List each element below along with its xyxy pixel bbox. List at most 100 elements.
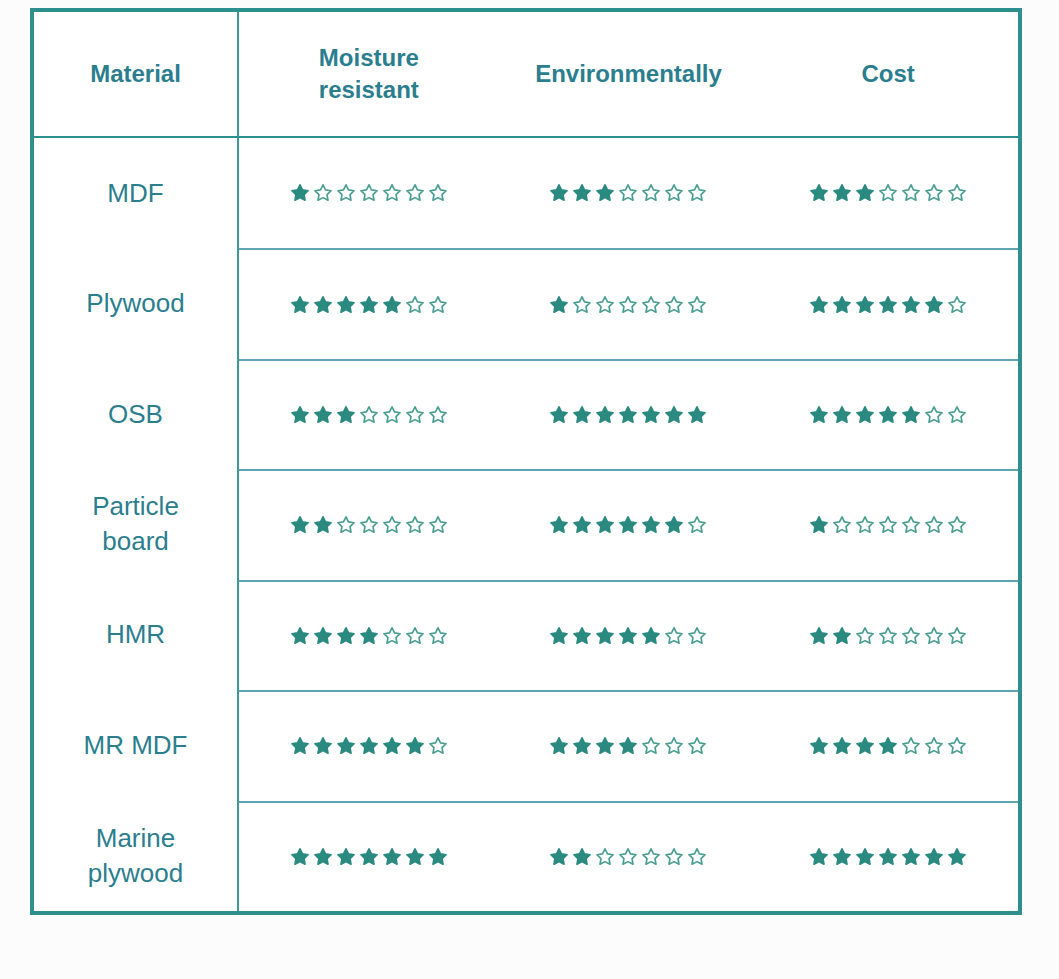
star-empty-icon <box>428 736 448 756</box>
star-filled-icon <box>336 295 356 315</box>
rating-cell <box>758 580 1018 690</box>
star-empty-icon <box>947 183 967 203</box>
star-empty-icon <box>428 515 448 535</box>
star-filled-icon <box>313 295 333 315</box>
star-empty-icon <box>405 626 425 646</box>
star-filled-icon <box>664 515 684 535</box>
star-filled-icon <box>572 183 592 203</box>
star-empty-icon <box>618 295 638 315</box>
star-empty-icon <box>924 183 944 203</box>
star-filled-icon <box>549 736 569 756</box>
star-empty-icon <box>947 405 967 425</box>
star-filled-icon <box>618 515 638 535</box>
star-empty-icon <box>428 183 448 203</box>
star-filled-icon <box>832 626 852 646</box>
star-empty-icon <box>947 515 967 535</box>
star-filled-icon <box>549 405 569 425</box>
material-label: Marine plywood <box>68 821 203 891</box>
material-cell: OSB <box>34 359 239 469</box>
column-header-moisture-resistant-label: Moisture resistant <box>289 42 449 107</box>
star-empty-icon <box>687 183 707 203</box>
star-filled-icon <box>947 847 967 867</box>
star-empty-icon <box>382 626 402 646</box>
star-filled-icon <box>855 405 875 425</box>
star-empty-icon <box>878 515 898 535</box>
star-empty-icon <box>687 847 707 867</box>
material-cell: MDF <box>34 138 239 248</box>
star-filled-icon <box>595 736 615 756</box>
star-filled-icon <box>924 295 944 315</box>
rating-cell <box>758 801 1018 911</box>
star-filled-icon <box>313 405 333 425</box>
star-filled-icon <box>290 736 310 756</box>
rating-cell <box>499 359 759 469</box>
material-label: MDF <box>107 176 163 211</box>
star-empty-icon <box>595 295 615 315</box>
material-label: Plywood <box>86 286 184 321</box>
star-rating <box>809 847 967 867</box>
star-rating <box>549 295 707 315</box>
star-empty-icon <box>359 515 379 535</box>
rating-cell <box>758 248 1018 358</box>
material-label: HMR <box>106 617 165 652</box>
star-rating <box>809 515 967 535</box>
star-empty-icon <box>855 515 875 535</box>
star-rating <box>549 847 707 867</box>
star-empty-icon <box>901 626 921 646</box>
star-empty-icon <box>641 295 661 315</box>
star-empty-icon <box>405 295 425 315</box>
star-rating <box>290 736 448 756</box>
materials-comparison-table: Material Moisture resistant Environmenta… <box>30 8 1022 915</box>
star-rating <box>290 515 448 535</box>
star-empty-icon <box>687 736 707 756</box>
star-filled-icon <box>572 847 592 867</box>
star-filled-icon <box>428 847 448 867</box>
star-empty-icon <box>618 847 638 867</box>
star-empty-icon <box>428 295 448 315</box>
rating-cell <box>239 801 499 911</box>
star-empty-icon <box>924 405 944 425</box>
star-filled-icon <box>809 515 829 535</box>
star-filled-icon <box>549 847 569 867</box>
star-rating <box>549 626 707 646</box>
star-empty-icon <box>572 295 592 315</box>
star-filled-icon <box>290 515 310 535</box>
star-filled-icon <box>618 626 638 646</box>
star-empty-icon <box>947 736 967 756</box>
star-empty-icon <box>855 626 875 646</box>
star-empty-icon <box>405 515 425 535</box>
star-empty-icon <box>641 847 661 867</box>
star-empty-icon <box>382 183 402 203</box>
rating-cell <box>758 690 1018 800</box>
material-cell: Particle board <box>34 469 239 579</box>
star-rating <box>549 515 707 535</box>
star-filled-icon <box>832 736 852 756</box>
star-filled-icon <box>595 515 615 535</box>
star-filled-icon <box>595 405 615 425</box>
rating-cell <box>499 248 759 358</box>
star-filled-icon <box>595 626 615 646</box>
star-filled-icon <box>809 405 829 425</box>
rating-cell <box>239 580 499 690</box>
star-filled-icon <box>809 736 829 756</box>
rating-cell <box>499 138 759 248</box>
star-filled-icon <box>878 295 898 315</box>
star-filled-icon <box>336 736 356 756</box>
star-rating <box>809 183 967 203</box>
material-label: OSB <box>108 397 163 432</box>
star-empty-icon <box>382 515 402 535</box>
star-filled-icon <box>290 183 310 203</box>
star-filled-icon <box>359 736 379 756</box>
star-filled-icon <box>855 183 875 203</box>
star-empty-icon <box>664 295 684 315</box>
star-empty-icon <box>901 515 921 535</box>
star-filled-icon <box>290 626 310 646</box>
star-filled-icon <box>878 405 898 425</box>
star-rating <box>809 626 967 646</box>
star-filled-icon <box>313 847 333 867</box>
star-filled-icon <box>290 295 310 315</box>
material-label: MR MDF <box>84 728 188 763</box>
star-empty-icon <box>641 736 661 756</box>
star-filled-icon <box>809 847 829 867</box>
star-empty-icon <box>313 183 333 203</box>
